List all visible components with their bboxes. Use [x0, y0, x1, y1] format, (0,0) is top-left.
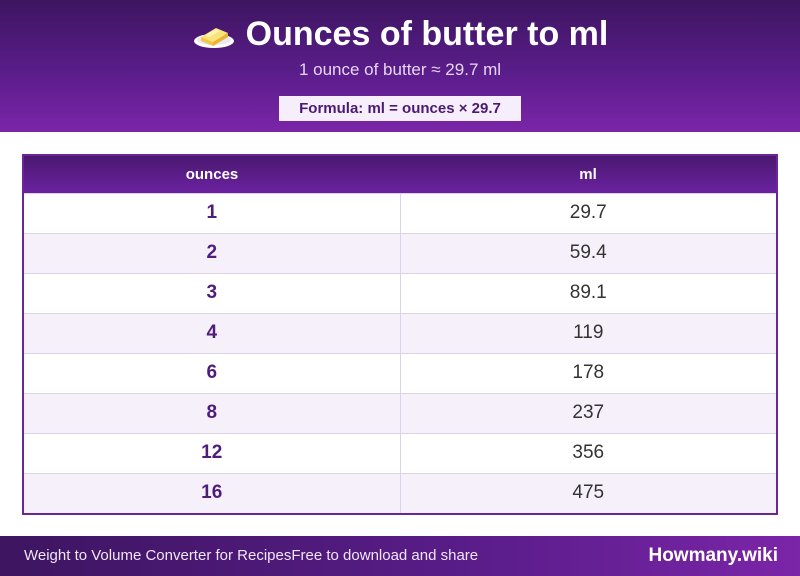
ml-cell: 29.7 [400, 192, 776, 233]
conversion-subtitle: 1 ounce of butter ≈ 29.7 ml [298, 60, 502, 79]
ounces-cell: 3 [24, 272, 401, 313]
title-row: Ounces of butter to ml [0, 14, 800, 54]
table-row: 16 475 [24, 472, 776, 513]
formula-badge: Formula: ml = ounces × 29.7 [279, 96, 521, 121]
ml-cell: 89.1 [400, 272, 776, 313]
ml-cell: 119 [400, 312, 776, 353]
ounces-cell: 2 [24, 232, 401, 273]
ounces-cell: 8 [24, 392, 401, 433]
table-row: 1 29.7 [24, 192, 776, 233]
table-row: 12 356 [24, 432, 776, 473]
ounces-cell: 4 [24, 312, 401, 353]
page-title: Ounces of butter to ml [245, 15, 609, 53]
ounces-cell: 1 [24, 192, 401, 233]
column-header-ounces: ounces [185, 165, 239, 183]
footer-share-note: Free to download and share [291, 547, 479, 564]
conversion-table-grid: ounces ml 1 29.7 2 59.4 3 89.1 4 119 6 [24, 156, 776, 513]
table-row: 8 237 [24, 392, 776, 433]
table-row: 6 178 [24, 352, 776, 393]
ml-cell: 237 [400, 392, 776, 433]
ounces-cell: 12 [24, 432, 401, 473]
table-row: 3 89.1 [24, 272, 776, 313]
ml-cell: 475 [400, 472, 776, 513]
header-banner: Ounces of butter to ml 1 ounce of butter… [0, 0, 800, 132]
footer-caption: Weight to Volume Converter for RecipesFr… [24, 536, 478, 576]
table-header-row: ounces ml [24, 156, 776, 193]
butter-icon [192, 17, 236, 51]
ounces-cell: 6 [24, 352, 401, 393]
ml-cell: 59.4 [400, 232, 776, 273]
ml-cell: 178 [400, 352, 776, 393]
ounces-cell: 16 [24, 472, 401, 513]
ml-cell: 356 [400, 432, 776, 473]
table-row: 4 119 [24, 312, 776, 353]
footer-brand[interactable]: Howmany.wiki [648, 545, 778, 566]
column-header-ml: ml [579, 165, 597, 183]
footer-bar: Weight to Volume Converter for RecipesFr… [0, 536, 800, 576]
conversion-table: ounces ml 1 29.7 2 59.4 3 89.1 4 119 6 [22, 154, 778, 515]
footer-converter-name: Weight to Volume Converter for Recipes [24, 547, 292, 564]
table-row: 2 59.4 [24, 232, 776, 273]
